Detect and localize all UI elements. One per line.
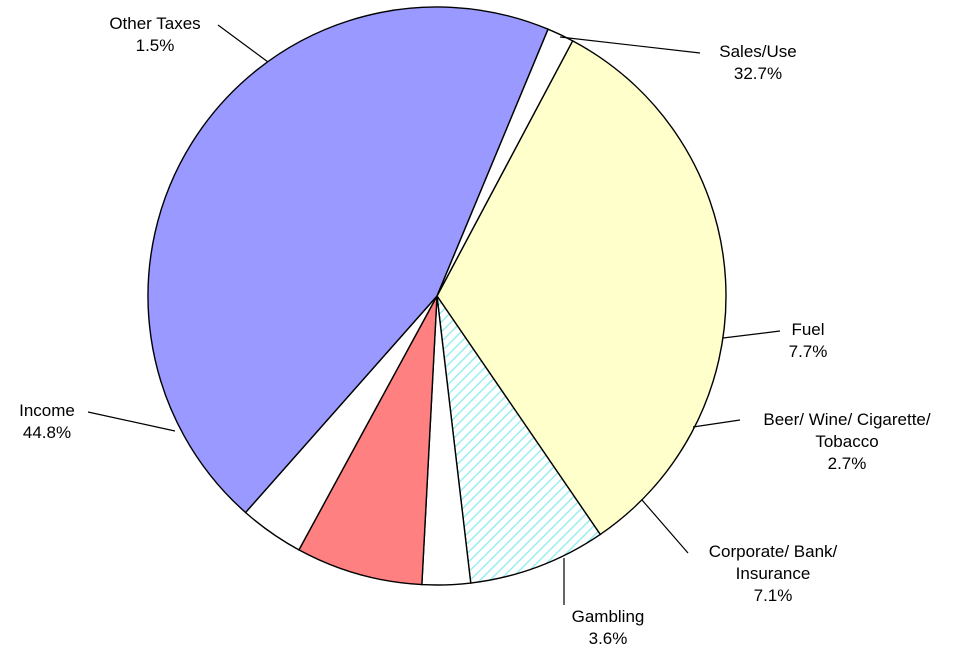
slice-name-label-0: Sales/Use <box>719 42 796 61</box>
pie-slice-1 <box>436 295 602 584</box>
slice-value-label-0: 32.7% <box>734 65 782 84</box>
slice-value-label-5: 44.8% <box>23 424 71 443</box>
slice-name-label-1: Fuel <box>791 320 824 339</box>
slice-value-label-3: 7.1% <box>754 587 793 606</box>
slice-name-label-3: Insurance <box>736 565 811 584</box>
slice-label-1: Fuel 7.7% <box>789 320 828 361</box>
slice-name-label-3: Corporate/ Bank/ <box>709 542 838 561</box>
slice-value-label-6: 1.5% <box>136 37 175 56</box>
leader-line-2 <box>692 419 741 428</box>
pie-slices <box>147 6 727 586</box>
slice-label-6: Other Taxes 1.5% <box>109 14 200 55</box>
slice-label-0: Sales/Use 32.7% <box>719 42 796 83</box>
slice-name-label-2: Beer/ Wine/ Cigarette/ <box>763 410 931 429</box>
slice-name-label-5: Income <box>19 401 75 420</box>
slice-label-3: Corporate/ Bank/Insurance 7.1% <box>709 542 838 605</box>
slice-value-label-4: 3.6% <box>589 630 628 649</box>
slice-labels: Sales/Use 32.7% Fuel 7.7% Beer/ Wine/ Cigare… <box>19 14 931 648</box>
pie-slice-6 <box>436 28 574 297</box>
slice-value-label-1: 7.7% <box>789 343 828 362</box>
pie-slice-5 <box>147 6 550 514</box>
leader-line-6 <box>217 24 269 63</box>
slice-label-5: Income 44.8% <box>19 401 75 442</box>
slice-label-2: Beer/ Wine/ Cigarette/Tobacco 2.7% <box>763 410 931 473</box>
leader-lines <box>87 24 781 605</box>
slice-name-label-2: Tobacco <box>815 433 878 452</box>
slice-value-label-2: 2.7% <box>828 455 867 474</box>
pie-slice-3 <box>297 295 438 586</box>
slice-name-label-4: Gambling <box>572 607 645 626</box>
leader-line-3 <box>641 499 689 554</box>
slice-name-label-6: Other Taxes <box>109 14 200 33</box>
pie-slice-0 <box>436 39 727 536</box>
leader-line-0 <box>559 36 701 54</box>
leader-line-5 <box>87 411 176 432</box>
leader-line-1 <box>722 330 781 339</box>
slice-label-4: Gambling 3.6% <box>572 607 645 648</box>
